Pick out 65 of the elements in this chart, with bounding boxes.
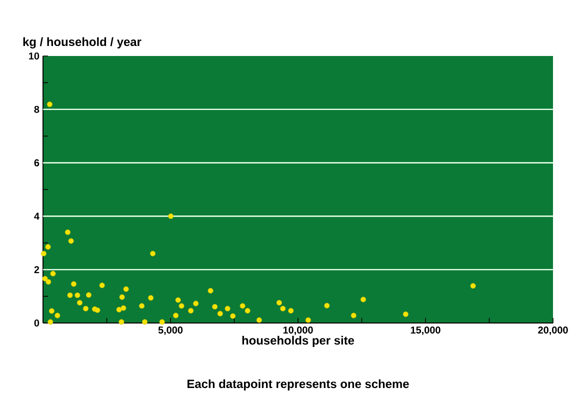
y-tick-label: 10 <box>29 52 40 60</box>
point <box>40 250 46 256</box>
x-tick-label: 15,000 <box>410 326 440 336</box>
y-axis-title: kg / household / year <box>23 37 142 48</box>
point <box>175 297 181 303</box>
point <box>240 303 246 309</box>
point <box>86 292 92 298</box>
x-tick-label: 10,000 <box>283 326 313 336</box>
point <box>212 304 218 310</box>
point <box>45 244 51 250</box>
point <box>168 213 174 219</box>
point <box>50 270 56 276</box>
point <box>142 319 148 325</box>
point <box>402 311 408 317</box>
y-tick-label: 8 <box>34 106 40 113</box>
point <box>188 308 194 314</box>
y-tick-label: 2 <box>34 266 40 274</box>
point <box>360 296 366 302</box>
point <box>54 312 60 318</box>
y-tick-label: 6 <box>34 159 40 166</box>
point <box>305 317 311 323</box>
point <box>350 312 356 318</box>
y-tick-label: 4 <box>34 212 40 220</box>
point <box>120 305 126 311</box>
point <box>217 310 223 316</box>
text: Each datapoint represents one scheme <box>188 379 409 390</box>
point <box>70 281 76 287</box>
point <box>42 276 48 282</box>
point <box>46 279 52 285</box>
point <box>244 308 250 314</box>
point <box>46 102 52 108</box>
point <box>123 286 129 292</box>
point <box>148 295 154 301</box>
point <box>76 300 82 306</box>
point <box>208 288 214 294</box>
x-tick-label: 5,000 <box>158 326 183 336</box>
point <box>230 313 236 319</box>
point <box>324 302 330 308</box>
x-tick-label: 20,000 <box>538 326 568 336</box>
point <box>116 306 122 312</box>
point <box>64 229 70 235</box>
point <box>48 308 54 314</box>
point <box>99 282 105 288</box>
point <box>68 238 74 244</box>
point <box>118 319 124 325</box>
point <box>193 300 199 306</box>
point <box>178 303 184 309</box>
point <box>224 306 230 312</box>
point <box>139 303 145 309</box>
x-axis-title: households per site <box>242 336 354 348</box>
point <box>173 312 179 318</box>
point <box>119 294 125 300</box>
y-tick-label: 0 <box>34 319 40 327</box>
point <box>67 292 73 298</box>
point <box>288 308 294 314</box>
point <box>48 319 54 325</box>
point <box>94 307 100 313</box>
point <box>150 250 156 256</box>
point <box>74 292 80 298</box>
point <box>280 306 286 312</box>
point <box>159 319 165 325</box>
point <box>470 283 476 289</box>
point <box>276 300 282 306</box>
point <box>256 317 262 323</box>
point <box>82 306 88 312</box>
